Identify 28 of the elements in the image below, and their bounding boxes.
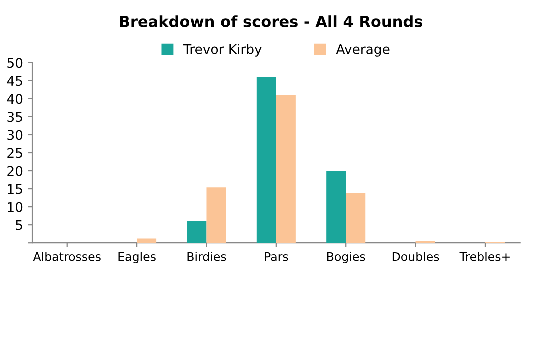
x-tick-label: Pars: [265, 252, 288, 262]
x-tick-label: Doubles: [392, 252, 440, 262]
y-tick-label: 35: [8, 112, 22, 122]
bar: [256, 77, 276, 244]
x-tick-label: Trebles+: [460, 252, 510, 262]
x-tick-label: Eagles: [118, 252, 156, 264]
bar: [137, 238, 157, 244]
x-tick-label: Albatrosses: [33, 252, 101, 262]
bar: [346, 193, 366, 244]
y-tick-label: 25: [8, 148, 22, 158]
legend-label: Average: [336, 44, 390, 57]
y-tick-label: 5: [16, 220, 22, 230]
y-tick-label: 20: [8, 166, 23, 176]
y-tick-label: 40: [7, 94, 23, 104]
bar: [276, 94, 296, 244]
chart-title: Breakdown of scores - All 4 Rounds: [120, 16, 422, 28]
y-tick-label: 45: [7, 76, 22, 86]
bar: [206, 188, 226, 244]
y-tick-label: 30: [8, 130, 23, 140]
y-tick-label: 50: [8, 58, 23, 68]
legend-label: Trevor Kirby: [184, 44, 262, 57]
y-tick-label: 10: [8, 202, 23, 212]
x-tick-label: Birdies: [188, 252, 226, 262]
y-tick-label: 15: [8, 184, 22, 194]
x-tick-label: Bogies: [328, 252, 366, 264]
bar: [326, 171, 346, 244]
bar: [187, 221, 207, 244]
bar: [416, 240, 436, 244]
